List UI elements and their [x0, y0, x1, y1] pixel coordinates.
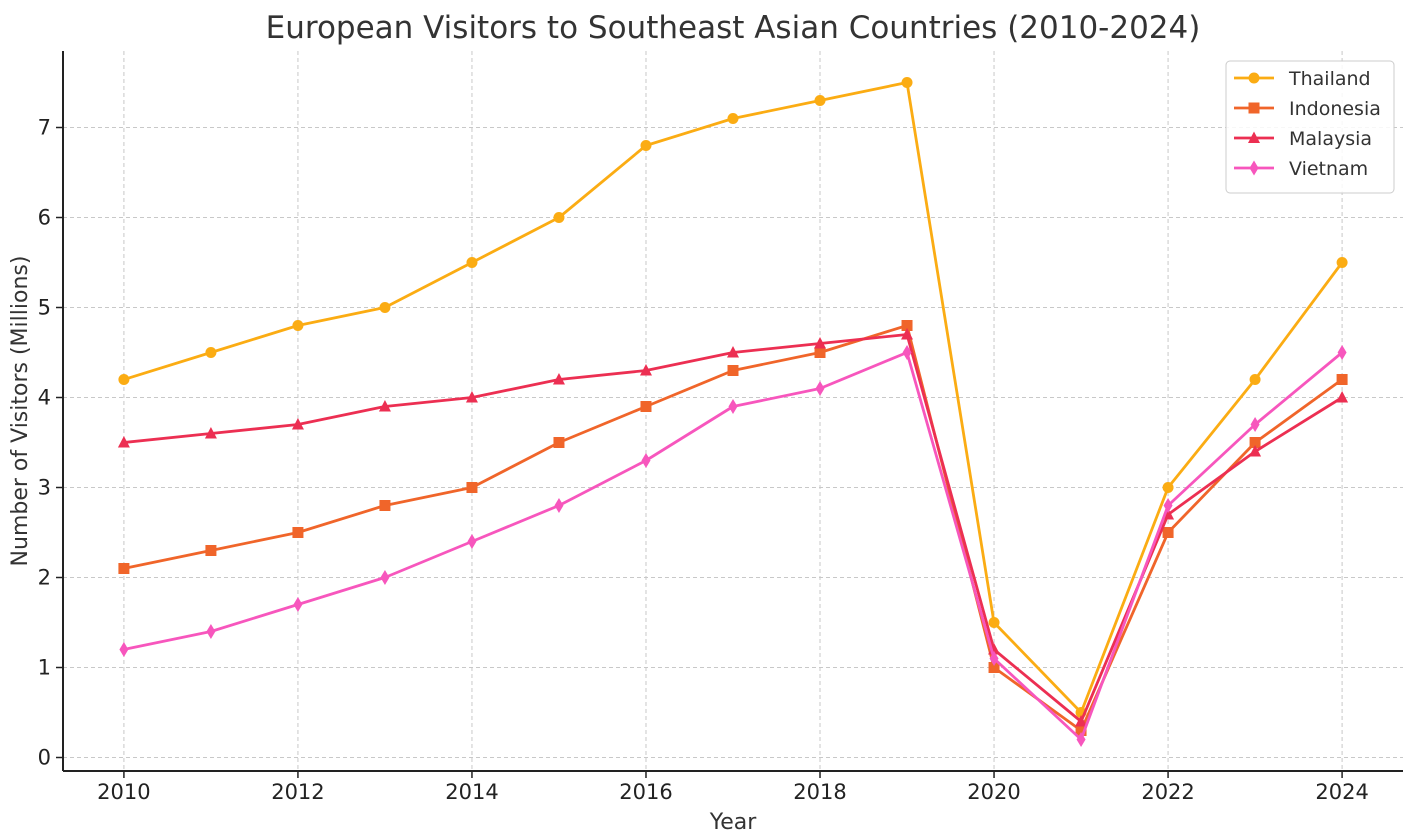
data-point-thailand — [1162, 482, 1174, 493]
data-point-vietnam — [728, 399, 738, 414]
data-point-malaysia — [1075, 715, 1088, 727]
legend-label-indonesia: Indonesia — [1289, 98, 1381, 120]
data-point-vietnam — [1250, 417, 1260, 432]
data-point-malaysia — [901, 328, 914, 340]
data-point-thailand — [901, 77, 913, 88]
legend-marker-thailand — [1248, 72, 1260, 84]
data-point-thailand — [727, 113, 739, 124]
y-tick-label: 4 — [38, 386, 51, 410]
legend-item-malaysia: Malaysia — [1234, 128, 1372, 150]
data-point-vietnam — [1163, 498, 1173, 513]
series-layer — [117, 77, 1349, 747]
data-point-thailand — [1336, 257, 1348, 268]
data-point-indonesia — [1162, 527, 1174, 538]
data-point-malaysia — [814, 337, 827, 349]
y-tick-label: 3 — [38, 476, 51, 500]
legend: Thailand Indonesia Malaysia Vietnam — [1225, 60, 1395, 194]
series-line-thailand — [123, 81, 1344, 714]
data-point-malaysia — [552, 373, 565, 385]
data-point-indonesia — [727, 365, 739, 376]
data-point-vietnam — [1337, 345, 1347, 360]
legend-marker-vietnam — [1249, 160, 1259, 176]
y-tick-label: 5 — [38, 296, 51, 320]
data-point-malaysia — [1249, 445, 1262, 457]
data-point-thailand — [814, 95, 826, 106]
data-point-thailand — [205, 347, 217, 358]
data-point-malaysia — [727, 346, 739, 358]
data-point-malaysia — [378, 400, 391, 412]
data-point-thailand — [1249, 374, 1261, 385]
data-point-indonesia — [553, 437, 565, 448]
legend-box — [1225, 60, 1395, 194]
y-tick-label: 1 — [38, 656, 51, 680]
data-point-thailand — [379, 302, 391, 313]
x-axis-label: Year — [709, 810, 758, 835]
data-point-indonesia — [988, 662, 1000, 673]
data-point-indonesia — [1249, 437, 1261, 448]
series-indonesia — [118, 320, 1348, 736]
data-point-vietnam — [815, 381, 825, 396]
data-point-vietnam — [467, 534, 477, 549]
legend-label-thailand: Thailand — [1288, 68, 1371, 90]
y-tick-label: 6 — [38, 206, 51, 230]
x-tick-label: 2014 — [445, 780, 498, 804]
data-point-vietnam — [293, 597, 303, 612]
data-point-thailand — [292, 320, 304, 331]
legend-marker-malaysia — [1248, 131, 1260, 143]
x-tick-label: 2024 — [1315, 780, 1368, 804]
data-point-malaysia — [1336, 391, 1349, 403]
y-axis-label: Number of Visitors (Millions) — [8, 256, 33, 567]
data-point-thailand — [988, 617, 1000, 628]
legend-label-malaysia: Malaysia — [1289, 128, 1372, 150]
data-point-vietnam — [641, 453, 651, 468]
x-tick-label: 2016 — [619, 780, 672, 804]
data-point-vietnam — [380, 570, 390, 585]
data-point-malaysia — [465, 391, 478, 403]
data-point-malaysia — [117, 436, 130, 448]
series-vietnam — [119, 345, 1347, 747]
data-point-indonesia — [118, 563, 130, 574]
data-point-thailand — [640, 140, 652, 151]
x-tick-label: 2010 — [97, 780, 150, 804]
x-tick-label: 2012 — [271, 780, 324, 804]
data-point-thailand — [118, 374, 130, 385]
data-point-vietnam — [554, 498, 564, 513]
data-point-indonesia — [379, 500, 391, 511]
x-tick-label: 2020 — [967, 780, 1020, 804]
legend-marker-indonesia — [1248, 102, 1260, 114]
chart-title: European Visitors to Southeast Asian Cou… — [266, 10, 1201, 46]
y-tick-label: 2 — [38, 566, 51, 590]
data-point-indonesia — [205, 545, 217, 556]
data-point-thailand — [553, 212, 565, 223]
data-point-indonesia — [901, 320, 913, 331]
y-tick-label: 0 — [38, 746, 51, 770]
data-point-indonesia — [1075, 725, 1087, 736]
y-tick-label: 7 — [38, 116, 51, 140]
data-point-vietnam — [206, 624, 216, 639]
legend-item-thailand: Thailand — [1234, 68, 1371, 90]
x-tick-label: 2022 — [1141, 780, 1194, 804]
data-point-indonesia — [814, 347, 826, 358]
data-point-vietnam — [1076, 732, 1086, 747]
legend-label-vietnam: Vietnam — [1289, 158, 1368, 180]
axes-layer: 2010 2012 2014 2016 2018 2020 2022 2024 0 1 2 3 4 5 6 7 — [38, 51, 1403, 804]
data-point-vietnam — [989, 651, 999, 666]
legend-item-vietnam: Vietnam — [1234, 158, 1368, 180]
data-point-indonesia — [640, 401, 652, 412]
data-point-indonesia — [466, 482, 478, 493]
data-point-indonesia — [1336, 374, 1348, 385]
data-point-indonesia — [292, 527, 304, 538]
data-point-thailand — [466, 257, 478, 268]
data-point-vietnam — [902, 345, 912, 360]
data-point-malaysia — [204, 427, 217, 439]
data-point-malaysia — [291, 418, 304, 430]
grid-layer — [63, 51, 1403, 771]
legend-item-indonesia: Indonesia — [1234, 98, 1381, 120]
data-point-malaysia — [639, 364, 652, 376]
x-tick-label: 2018 — [793, 780, 846, 804]
data-point-vietnam — [119, 642, 129, 657]
